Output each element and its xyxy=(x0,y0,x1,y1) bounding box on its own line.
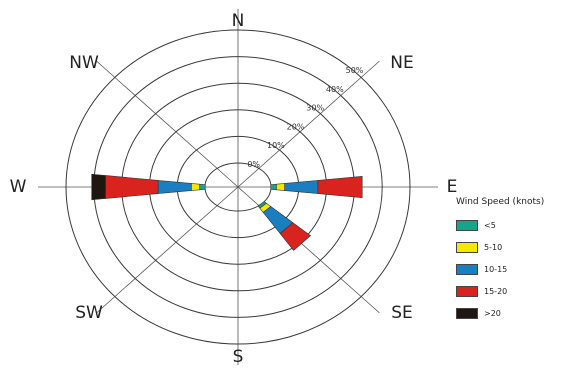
legend-item-15-20: 15-20 xyxy=(456,280,563,302)
petal-w-series-1 xyxy=(191,183,200,191)
ring-label-30: 30% xyxy=(306,104,324,113)
spoke-sw xyxy=(96,186,239,314)
petal-e-series-2 xyxy=(284,180,319,194)
legend-swatch-15-20 xyxy=(456,285,478,297)
petal-w-series-0 xyxy=(199,183,206,191)
petal-e-series-0 xyxy=(270,183,277,191)
ring-50 xyxy=(65,29,411,345)
legend-item-gt20: >20 xyxy=(456,302,563,324)
direction-label-n: N xyxy=(232,11,245,31)
legend-swatch-lt5 xyxy=(456,219,478,231)
legend: Wind Speed (knots) <5 5-10 10-15 15-20 >… xyxy=(456,197,563,324)
legend-swatch-10-15 xyxy=(456,263,478,275)
spoke-nw xyxy=(96,60,239,188)
direction-label-e: E xyxy=(447,177,458,197)
legend-label-gt20: >20 xyxy=(484,308,501,318)
ring-label-40: 40% xyxy=(326,85,344,94)
legend-label-lt5: <5 xyxy=(484,220,496,230)
petal-e-series-3 xyxy=(317,175,363,199)
direction-label-sw: SW xyxy=(75,303,103,323)
ring-label-10: 10% xyxy=(267,141,285,150)
direction-label-se: SE xyxy=(391,303,413,323)
ring-label-20: 20% xyxy=(287,122,305,131)
legend-item-lt5: <5 xyxy=(456,214,563,236)
legend-label-10-15: 10-15 xyxy=(484,264,508,274)
ring-label-50: 50% xyxy=(346,66,364,75)
petal-se-series-3 xyxy=(279,222,311,251)
chart-labels: 0% 10% 20%30% 40% 50% N NE E SE S SW W NW xyxy=(10,11,458,367)
legend-swatch-5-10 xyxy=(456,241,478,253)
legend-label-5-10: 5-10 xyxy=(484,242,503,252)
petal-e-series-1 xyxy=(276,183,286,191)
spoke-ne xyxy=(237,60,380,188)
legend-swatch-gt20 xyxy=(456,307,478,319)
ring-label-0: 0% xyxy=(247,160,260,169)
petal-w-series-2 xyxy=(157,180,192,194)
direction-label-ne: NE xyxy=(390,53,413,73)
legend-title: Wind Speed (knots) xyxy=(456,197,545,207)
legend-item-5-10: 5-10 xyxy=(456,236,563,258)
direction-label-s: S xyxy=(233,347,244,367)
direction-label-w: W xyxy=(10,177,27,197)
legend-item-10-15: 10-15 xyxy=(456,258,563,280)
wind-petals xyxy=(91,173,363,251)
petal-w-series-4 xyxy=(91,173,106,201)
direction-label-nw: NW xyxy=(69,53,99,73)
legend-label-15-20: 15-20 xyxy=(484,286,508,296)
